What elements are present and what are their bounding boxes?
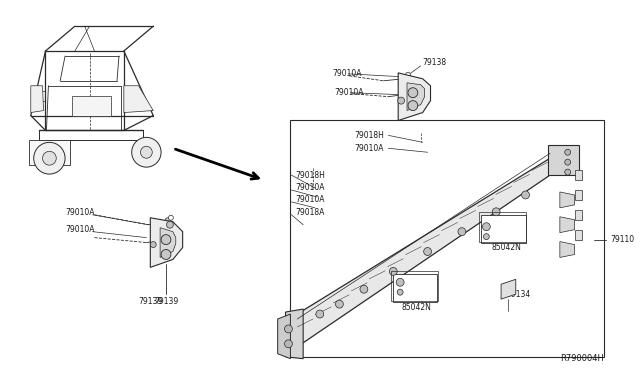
- Text: 79018H: 79018H: [295, 171, 325, 180]
- Polygon shape: [407, 83, 425, 110]
- Circle shape: [396, 278, 404, 286]
- Circle shape: [564, 159, 571, 165]
- Polygon shape: [124, 86, 153, 113]
- Circle shape: [132, 137, 161, 167]
- Text: 79139: 79139: [138, 296, 163, 306]
- Polygon shape: [150, 218, 182, 267]
- Bar: [575, 190, 582, 200]
- Polygon shape: [160, 228, 176, 257]
- Text: 85042N: 85042N: [492, 243, 521, 252]
- Circle shape: [141, 146, 152, 158]
- Polygon shape: [398, 73, 431, 121]
- Text: 79010A: 79010A: [333, 69, 362, 78]
- Circle shape: [402, 91, 408, 97]
- Polygon shape: [285, 309, 303, 359]
- Circle shape: [316, 310, 324, 318]
- Circle shape: [166, 221, 173, 228]
- Circle shape: [564, 169, 571, 175]
- Circle shape: [168, 215, 173, 220]
- Bar: [391, 271, 438, 301]
- Circle shape: [161, 250, 171, 259]
- Text: 79010A: 79010A: [65, 208, 95, 217]
- Polygon shape: [297, 148, 560, 347]
- Text: 79010A: 79010A: [354, 144, 383, 153]
- Polygon shape: [501, 279, 516, 299]
- Bar: [479, 212, 525, 241]
- Polygon shape: [560, 241, 575, 257]
- Text: 79139: 79139: [154, 296, 178, 306]
- Text: 79134: 79134: [506, 290, 530, 299]
- Circle shape: [397, 97, 404, 104]
- Circle shape: [34, 142, 65, 174]
- Text: 79018A: 79018A: [295, 208, 324, 217]
- Circle shape: [389, 267, 397, 275]
- Circle shape: [408, 101, 418, 110]
- Text: R790004H: R790004H: [560, 354, 604, 363]
- Circle shape: [483, 223, 490, 231]
- Circle shape: [406, 73, 410, 77]
- Bar: [72, 96, 111, 116]
- Text: 85042N: 85042N: [401, 302, 431, 312]
- Polygon shape: [29, 140, 70, 165]
- Circle shape: [161, 235, 171, 244]
- Bar: [575, 230, 582, 240]
- Circle shape: [483, 234, 490, 240]
- Polygon shape: [548, 145, 579, 175]
- Circle shape: [564, 149, 571, 155]
- Text: 79018H: 79018H: [354, 131, 384, 140]
- Bar: [481, 215, 525, 243]
- Text: 79010A: 79010A: [295, 195, 325, 204]
- Circle shape: [402, 75, 408, 81]
- Polygon shape: [278, 314, 291, 359]
- Bar: [394, 274, 437, 302]
- Text: 79138: 79138: [422, 58, 447, 67]
- Circle shape: [165, 218, 171, 224]
- Circle shape: [335, 300, 343, 308]
- Circle shape: [285, 340, 292, 348]
- Text: 79010A: 79010A: [335, 88, 364, 97]
- Bar: [575, 170, 582, 180]
- Text: 79010A: 79010A: [65, 225, 95, 234]
- Text: 79010A: 79010A: [295, 183, 325, 192]
- Circle shape: [285, 325, 292, 333]
- Circle shape: [458, 228, 466, 235]
- Bar: [575, 210, 582, 220]
- Circle shape: [397, 289, 403, 295]
- Circle shape: [42, 151, 56, 165]
- Circle shape: [522, 191, 529, 199]
- Bar: [291, 121, 604, 357]
- Polygon shape: [560, 217, 575, 232]
- Circle shape: [492, 208, 500, 216]
- Circle shape: [150, 241, 156, 247]
- Circle shape: [424, 247, 431, 256]
- Text: 79110: 79110: [611, 235, 635, 244]
- Polygon shape: [31, 86, 44, 113]
- Circle shape: [165, 235, 171, 241]
- Circle shape: [360, 285, 368, 293]
- Circle shape: [408, 88, 418, 98]
- Polygon shape: [560, 192, 575, 208]
